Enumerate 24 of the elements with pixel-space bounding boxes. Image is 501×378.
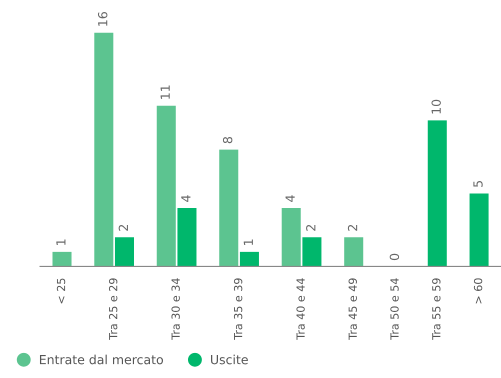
data-label: 2 [348, 225, 358, 231]
data-label: 2 [118, 225, 128, 231]
x-tick-label: Tra 35 e 39 [234, 278, 242, 340]
data-label: 4 [286, 195, 295, 202]
x-tick-label: Tra 30 e 34 [171, 278, 180, 340]
x-tick-label: Tra 40 e 44 [296, 278, 305, 340]
x-tick-label: < 25 [56, 278, 66, 304]
data-label: 5 [473, 181, 483, 187]
legend-label: Uscite [211, 354, 248, 364]
x-tick-label: Tra 55 e 59 [432, 278, 441, 340]
data-label: 0 [390, 254, 400, 260]
x-tick-label: Tra 45 e 49 [348, 278, 357, 340]
legend-label: Entrate dal mercato [40, 354, 163, 364]
data-label: 1 [244, 240, 253, 245]
data-label: 2 [306, 225, 316, 231]
data-label: 8 [222, 136, 232, 144]
x-tick-label: Tra 50 e 54 [390, 278, 399, 340]
x-tick-label: > 60 [474, 278, 482, 304]
data-label: 11 [160, 85, 170, 99]
data-label: 4 [181, 195, 190, 202]
x-tick-label: Tra 25 e 29 [108, 278, 118, 340]
data-label: 10 [431, 100, 441, 114]
data-label: 1 [56, 240, 66, 245]
data-label: 16 [98, 12, 108, 26]
